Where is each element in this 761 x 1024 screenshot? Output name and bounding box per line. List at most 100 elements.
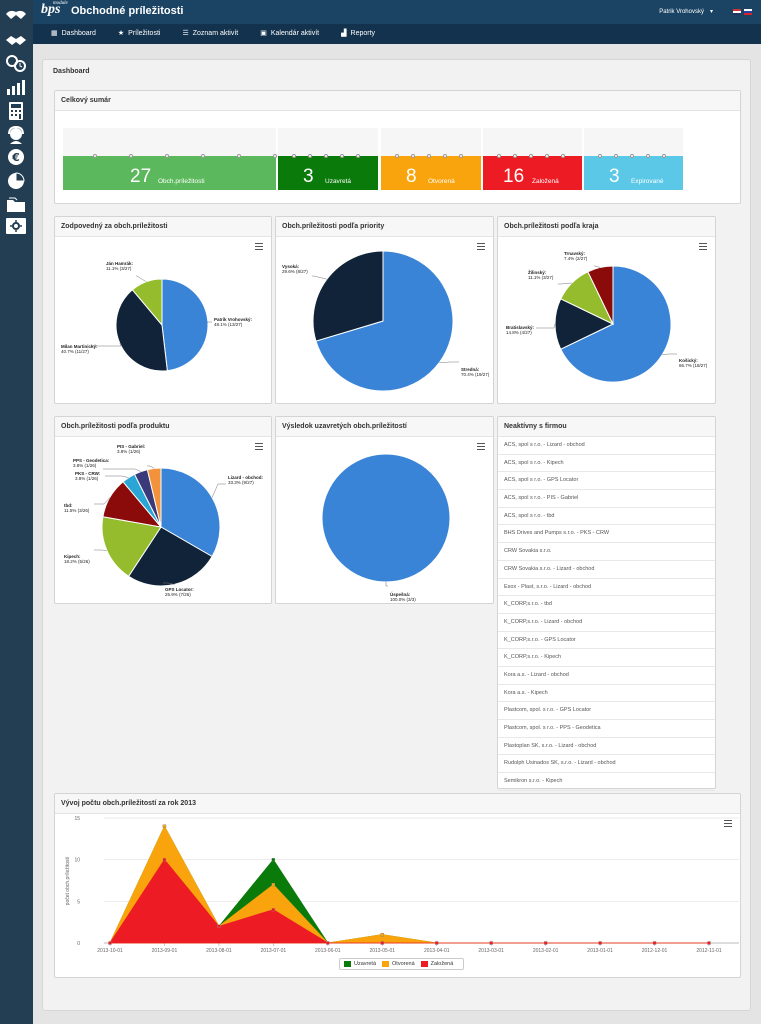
nav-opportunities[interactable]: ★ Príležitosti [118,24,161,44]
trend-area-chart: 0 5 10 15 počet obch.príležitostí 2013-10-01 2… [65,816,739,954]
pie-chart-icon[interactable] [3,170,29,192]
nav-dashboard[interactable]: ▦ Dashboard [51,24,96,44]
user-menu[interactable]: Patrik Vrohovský ▾ [659,8,713,15]
legend-item[interactable]: Otvorená [382,961,415,967]
pie-slice-value: 29.6% (8/27) [282,269,308,274]
list-item[interactable]: Esox - Plast, s.r.o. - Lizard - obchod [498,579,715,597]
list-item[interactable]: K_CORP,s.r.o. - Lizard - obchod [498,614,715,632]
list-item[interactable]: Plastcom, spol. s r.o. - PPS - Geodetica [498,720,715,738]
flag-sk-icon[interactable] [744,9,752,15]
panel-title: Výsledok uzavretých obch.príležitostí [276,417,493,437]
legend-item[interactable]: Uzavretá [344,961,376,967]
data-point[interactable] [598,941,602,945]
list-item[interactable]: Kora a.s. - Kipech [498,685,715,703]
pie-slice-name: Milan Martinický: [61,344,98,349]
pie-connector [91,343,122,347]
data-point[interactable] [162,824,167,828]
pie-slice[interactable] [587,265,614,325]
bar-chart-icon[interactable] [3,76,29,98]
summary-box[interactable]: 8 Otvorená [381,128,481,190]
logo-handshake-icon[interactable] [3,3,29,25]
summary-label: Uzavretá [325,178,352,185]
nav-label: Príležitosti [128,30,161,37]
summary-value: 16 [503,166,525,187]
admin-gear-icon[interactable] [6,218,26,234]
data-point[interactable] [380,933,384,937]
data-point[interactable] [707,941,711,945]
list-item[interactable]: ACS, spol s r.o. - Kipech [498,455,715,473]
summary-box[interactable]: 16 Založená [483,128,582,190]
data-point[interactable] [543,941,548,945]
priority-pie-chart: Stredná:70.4% (19/27) Vysoká:29.6% (8/27) [282,250,490,392]
list-item[interactable]: BHS Drives and Pumps s.r.o. - PKS - CRW [498,525,715,544]
list-item[interactable]: ACS, spol s r.o. - tbd [498,508,715,526]
pie-slice[interactable] [131,278,163,327]
pie-connector [147,465,155,469]
pie-slice[interactable] [161,278,209,372]
nav-activities[interactable]: ☰ Zoznam aktivít [182,24,238,44]
handshake-icon[interactable] [3,28,29,50]
calendar-icon: ▣ [260,30,267,37]
pie-slice[interactable] [312,250,384,342]
list-item[interactable]: Semikron s.r.o. - Kipech [498,773,715,791]
result-chart-panel: Výsledok uzavretých obch.príležitostí Ús… [275,416,494,604]
logo-module-text: module [53,1,68,6]
euro-icon[interactable]: € [3,146,29,168]
list-item[interactable]: ACS, spol s r.o. - GPS Locator [498,472,715,491]
nav-calendar[interactable]: ▣ Kalendár aktivít [260,24,319,44]
folder-icon[interactable] [3,194,29,216]
data-point[interactable] [489,941,493,945]
pie-slice[interactable] [146,467,162,528]
chart-menu-icon[interactable] [699,243,707,250]
data-point[interactable] [435,941,439,945]
inactive-list: ACS, spol s r.o. - Lizard - obchod ACS, s… [498,437,715,791]
pie-slice-name: PPS - Geodetica: [73,458,110,463]
pie-slice[interactable] [554,298,615,350]
list-item[interactable]: K_CORP,s.r.o. - GPS Locator [498,632,715,650]
chart-legend: Uzavretá Otvorená Založená [339,958,465,970]
chart-menu-icon[interactable] [255,443,263,450]
summary-box[interactable]: 3 Uzavretá [278,128,378,190]
summary-box[interactable]: 27 Obch.príležitosti [63,128,277,190]
data-point[interactable] [271,883,276,887]
pie-slice[interactable] [560,265,672,383]
flag-en-icon[interactable] [733,9,741,15]
pie-slice[interactable] [101,516,162,577]
list-item[interactable]: CRW Sovakia s.r.o. - Lizard - obchod [498,561,715,579]
data-point[interactable] [380,941,384,945]
data-point[interactable] [326,941,330,945]
list-item[interactable]: K_CORP,s.r.o. - Kipech [498,649,715,667]
calculator-icon[interactable] [3,100,29,122]
list-item[interactable]: ACS, spol s r.o. - Lizard - obchod [498,437,715,455]
data-point[interactable] [217,924,221,928]
pie-slice[interactable] [127,526,213,587]
data-point[interactable] [271,908,276,912]
nav-label: Reporty [350,30,376,37]
star-icon: ★ [117,30,125,37]
data-point[interactable] [108,941,112,945]
pie-slice[interactable] [321,453,451,583]
data-point[interactable] [162,858,167,862]
list-item[interactable]: K_CORP,s.r.o. - tbd [498,596,715,614]
support-agent-icon[interactable] [3,124,29,146]
summary-box[interactable]: 3 Expirované [584,128,683,190]
settings-clock-icon[interactable] [3,52,29,74]
nav-reports[interactable]: ▟ Reporty [341,24,375,44]
list-item[interactable]: ACS, spol s r.o. - PIS - Gabriel [498,490,715,508]
chart-menu-icon[interactable] [724,820,732,827]
chart-menu-icon[interactable] [477,443,485,450]
panel-title: Obch.príležitosti podľa kraja [498,217,715,237]
list-item[interactable]: Kora a.s. - Lizard - obchod [498,667,715,685]
list-item[interactable]: Plastcom, spol. s r.o. - GPS Locator [498,702,715,720]
pie-slice[interactable] [315,250,454,392]
chart-menu-icon[interactable] [255,243,263,250]
legend-item[interactable]: Založená [420,961,453,967]
list-item[interactable]: CRW Sovakia s.r.o. [498,543,715,561]
x-tick-label: 2013-09-01 [152,948,178,954]
data-point[interactable] [271,858,276,862]
bps-logo[interactable]: module bps [41,1,68,18]
chart-menu-icon[interactable] [477,243,485,250]
list-item[interactable]: Rudolph Usinados SK, s.r.o. - Lizard - o… [498,755,715,774]
data-point[interactable] [652,941,657,945]
list-item[interactable]: Plastoplan SK, s.r.o. - Lizard - obchod [498,738,715,756]
